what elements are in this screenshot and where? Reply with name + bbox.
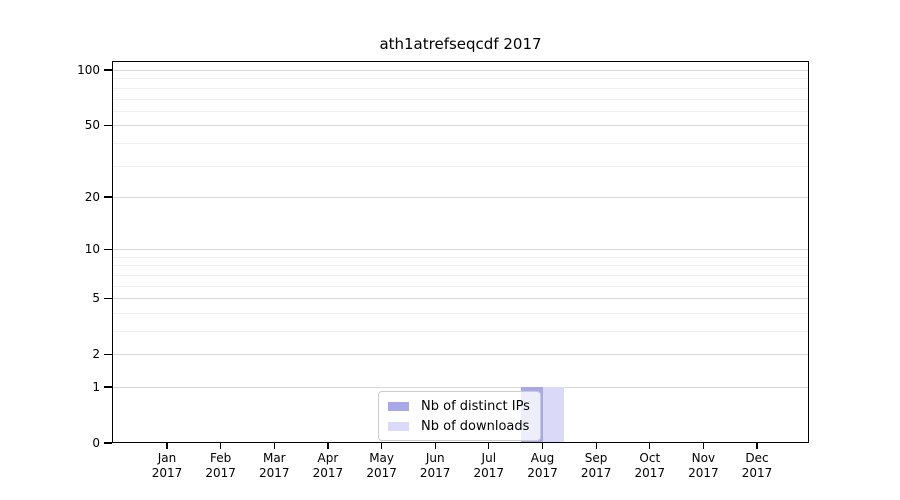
x-tick-label-aug: Aug 2017 <box>511 451 575 481</box>
y-tick-label-10: 10 <box>84 242 100 257</box>
x-tick-year: 2017 <box>527 466 558 480</box>
gridline-minor-8 <box>112 265 809 267</box>
x-tick-label-feb: Feb 2017 <box>189 451 253 481</box>
x-tick-apr <box>327 443 329 449</box>
y-tick-0 <box>104 442 112 444</box>
x-tick-month: Sep <box>584 451 608 465</box>
x-tick-label-oct: Oct 2017 <box>618 451 682 481</box>
y-tick-label-2: 2 <box>92 347 100 362</box>
legend-label-distinct-ips: Nb of distinct IPs <box>421 398 530 414</box>
gridline-minor-30 <box>112 165 809 167</box>
y-tick-5 <box>104 297 112 299</box>
legend-label-downloads: Nb of downloads <box>421 418 530 434</box>
y-tick-label-0: 0 <box>92 436 100 450</box>
gridline-minor-90 <box>112 78 809 80</box>
x-tick-label-may: May 2017 <box>350 451 414 481</box>
x-tick-year: 2017 <box>151 466 183 480</box>
x-tick-month: Jun <box>425 451 445 465</box>
gridline-minor-9 <box>112 256 809 258</box>
x-tick-year: 2017 <box>634 466 666 480</box>
gridline-major-5 <box>112 298 809 300</box>
x-tick-year: 2017 <box>688 466 719 480</box>
gridline-minor-7 <box>112 274 809 276</box>
gridline-minor-60 <box>112 110 809 112</box>
x-tick-label-jun: Jun 2017 <box>403 451 467 481</box>
y-tick-1 <box>104 386 112 388</box>
x-tick-feb <box>220 443 222 449</box>
gridline-minor-4 <box>112 312 809 314</box>
y-tick-label-1: 1 <box>92 380 100 394</box>
legend-row-distinct-ips: Nb of distinct IPs <box>388 398 530 414</box>
y-tick-label-5: 5 <box>92 291 100 306</box>
gridline-major-20 <box>112 196 809 198</box>
x-tick-jan <box>166 443 168 449</box>
x-tick-year: 2017 <box>473 466 505 480</box>
x-tick-month: Jan <box>157 451 177 465</box>
gridline-minor-40 <box>112 142 809 144</box>
chart-title: ath1atrefseqcdf 2017 <box>379 35 542 53</box>
y-tick-50 <box>104 124 112 126</box>
y-tick-label-100: 100 <box>77 63 100 77</box>
x-tick-year: 2017 <box>419 466 451 480</box>
gridline-major-1 <box>112 387 809 388</box>
x-tick-month: Oct <box>639 451 661 465</box>
y-tick-2 <box>104 353 112 355</box>
y-tick-20 <box>104 196 112 198</box>
gridline-minor-80 <box>112 87 809 89</box>
gridline-major-2 <box>112 354 809 356</box>
x-tick-year: 2017 <box>205 466 236 480</box>
x-tick-year: 2017 <box>366 466 397 480</box>
x-tick-year: 2017 <box>741 466 773 480</box>
gridline-minor-3 <box>112 331 809 332</box>
x-tick-month: Nov <box>691 451 716 465</box>
x-tick-month: Dec <box>745 451 769 465</box>
x-tick-label-nov: Nov 2017 <box>671 451 735 481</box>
x-tick-label-sep: Sep 2017 <box>564 451 628 481</box>
gridline-minor-6 <box>112 285 809 287</box>
gridline-minor-70 <box>112 98 809 100</box>
x-tick-label-jan: Jan 2017 <box>135 451 199 481</box>
x-tick-month: Jul <box>481 451 497 465</box>
x-tick-jul <box>488 443 490 449</box>
y-tick-100 <box>104 69 112 71</box>
x-tick-label-apr: Apr 2017 <box>296 451 360 481</box>
gridline-major-10 <box>112 249 809 251</box>
x-tick-year: 2017 <box>580 466 612 480</box>
x-tick-year: 2017 <box>259 466 290 480</box>
legend-swatch-distinct-ips <box>388 401 409 411</box>
y-tick-label-50: 50 <box>84 118 100 133</box>
bar-downloads-aug <box>542 387 564 443</box>
x-tick-label-jul: Jul 2017 <box>457 451 521 481</box>
legend-swatch-downloads <box>388 421 409 431</box>
x-tick-aug <box>541 443 544 449</box>
x-tick-nov <box>702 443 705 449</box>
legend-row-downloads: Nb of downloads <box>388 418 530 434</box>
x-tick-month: Apr <box>317 451 339 465</box>
chart-legend: Nb of distinct IPs Nb of downloads <box>378 391 541 441</box>
x-tick-month: Mar <box>262 451 286 465</box>
x-tick-month: Aug <box>530 451 555 465</box>
gridline-major-100 <box>112 70 809 71</box>
x-tick-may <box>380 443 383 449</box>
x-tick-month: May <box>369 451 394 465</box>
x-tick-sep <box>595 443 597 449</box>
x-tick-year: 2017 <box>312 466 344 480</box>
x-tick-mar <box>273 443 275 449</box>
plot-area <box>112 61 809 443</box>
x-tick-jun <box>434 443 436 449</box>
gridline-major-50 <box>112 125 809 127</box>
y-tick-10 <box>104 248 112 250</box>
x-tick-dec <box>756 443 758 449</box>
x-tick-label-dec: Dec 2017 <box>725 451 789 481</box>
x-tick-oct <box>649 443 651 449</box>
x-tick-label-mar: Mar 2017 <box>242 451 306 481</box>
x-tick-month: Feb <box>209 451 232 465</box>
y-tick-label-20: 20 <box>84 189 100 204</box>
